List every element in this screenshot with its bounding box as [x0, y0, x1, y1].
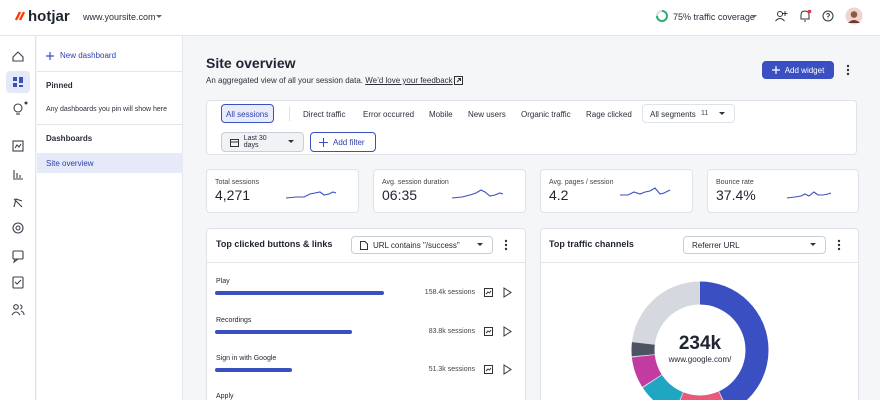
plus-icon	[319, 137, 328, 147]
selected-item-bg	[37, 153, 183, 173]
kpi-value: 37.4%	[716, 187, 756, 203]
divider	[541, 262, 858, 263]
pinned-empty: Any dashboards you pin will show here	[46, 106, 168, 113]
notifications-icon[interactable]	[798, 9, 812, 23]
divider	[37, 71, 183, 72]
row-label: Apply	[216, 393, 234, 400]
row-sessions: 83.8k sessions	[428, 328, 475, 335]
segment-tab[interactable]: Error occurred	[363, 110, 415, 119]
add-widget-label: Add widget	[784, 65, 825, 75]
kpi-value: 06:35	[382, 187, 418, 203]
kpi-card	[707, 169, 859, 213]
row-label: Sign in with Google	[216, 355, 277, 362]
segment-tab[interactable]: Rage clicked	[586, 110, 632, 119]
divider	[289, 106, 290, 121]
segment-tab[interactable]: New users	[468, 110, 506, 119]
more-icon[interactable]	[836, 239, 842, 251]
caret	[288, 140, 295, 143]
url-filter-dropdown[interactable]: URL contains "/success"	[351, 236, 493, 254]
row-bar	[215, 330, 352, 334]
pinned-heading: Pinned	[46, 81, 73, 90]
logo: hotjar	[28, 8, 70, 25]
plus-icon	[771, 66, 780, 74]
traffic-coverage[interactable]: 75% traffic coverage	[673, 12, 755, 22]
all-segments-label: All segments	[650, 110, 696, 119]
segment-count: 11	[701, 110, 709, 117]
traffic-card	[540, 228, 859, 400]
tab-selected-bg	[221, 104, 274, 123]
donut-center-label: www.google.com/	[668, 355, 732, 364]
kpi-card	[206, 169, 359, 213]
row-sessions: 158.4k sessions	[424, 289, 475, 296]
top-bar	[0, 0, 880, 36]
kpi-card	[373, 169, 526, 213]
kpi-label: Bounce rate	[716, 179, 754, 186]
subtitle-text: An aggregated view of all your session d…	[206, 76, 363, 85]
row-label: Play	[216, 278, 230, 285]
row-action-icons[interactable]	[480, 285, 520, 375]
caret	[751, 15, 757, 18]
add-filter-button[interactable]: Add filter	[310, 132, 376, 152]
page-icon	[360, 240, 368, 250]
caret	[477, 243, 483, 246]
feedback-link[interactable]: We’d love your feedback	[365, 76, 453, 85]
row-label: Recordings	[216, 317, 252, 324]
page-title: Site overview	[206, 55, 296, 71]
calendar-icon	[230, 138, 239, 147]
more-icon[interactable]	[845, 64, 851, 76]
help-icon[interactable]	[821, 9, 835, 23]
kpi-label: Avg. session duration	[382, 179, 449, 186]
segment-tab[interactable]: All sessions	[226, 110, 269, 119]
caret	[810, 243, 816, 246]
kpi-value: 4,271	[215, 187, 251, 203]
row-bar	[215, 368, 292, 372]
site-selector[interactable]: www.yoursite.com	[83, 12, 156, 22]
donut-chart	[631, 281, 769, 400]
dashboard-item[interactable]: Site overview	[46, 159, 94, 168]
card-title: Top clicked buttons & links	[216, 239, 333, 249]
add-widget-button[interactable]: Add widget	[762, 61, 834, 79]
date-filter[interactable]: Last 30 days	[221, 132, 304, 152]
kpi-value: 4.2	[549, 187, 569, 203]
avatar[interactable]	[845, 7, 863, 25]
external-icon	[454, 76, 463, 85]
more-icon[interactable]	[503, 239, 509, 251]
donut-center-value: 234k	[678, 333, 722, 354]
coverage-ring	[656, 10, 668, 22]
caret	[719, 112, 725, 115]
icon-rail	[0, 36, 36, 400]
row-bar	[215, 291, 384, 295]
donut-segment	[631, 281, 769, 400]
referrer-dropdown[interactable]: Referrer URL	[683, 236, 826, 254]
date-filter-label: Last 30 days	[243, 135, 267, 149]
segment-tab[interactable]: Mobile	[429, 110, 453, 119]
all-segments-dropdown[interactable]	[642, 104, 735, 123]
sparklines	[285, 187, 832, 199]
url-filter-label: URL contains "/success"	[373, 240, 460, 250]
segment-tab[interactable]: Organic traffic	[521, 110, 571, 119]
page-subtitle: An aggregated view of all your session d…	[206, 76, 453, 85]
invite-icon[interactable]	[774, 9, 788, 23]
referrer-label: Referrer URL	[692, 240, 740, 250]
nav-icons[interactable]	[0, 36, 36, 326]
divider	[207, 262, 525, 263]
logo-icon	[14, 11, 26, 21]
caret	[156, 15, 162, 18]
divider	[37, 124, 183, 125]
donut-segment	[631, 281, 769, 400]
sidebar	[37, 36, 183, 400]
card-title: Top traffic channels	[549, 239, 634, 249]
kpi-label: Total sessions	[215, 179, 259, 186]
new-dashboard[interactable]: New dashboard	[60, 51, 117, 60]
add-filter-label: Add filter	[333, 137, 365, 147]
dashboards-heading: Dashboards	[46, 134, 93, 143]
segment-tab[interactable]: Direct traffic	[303, 110, 346, 119]
row-sessions: 51.3k sessions	[428, 366, 475, 373]
kpi-label: Avg. pages / session	[549, 179, 614, 186]
plus-icon	[46, 52, 54, 60]
